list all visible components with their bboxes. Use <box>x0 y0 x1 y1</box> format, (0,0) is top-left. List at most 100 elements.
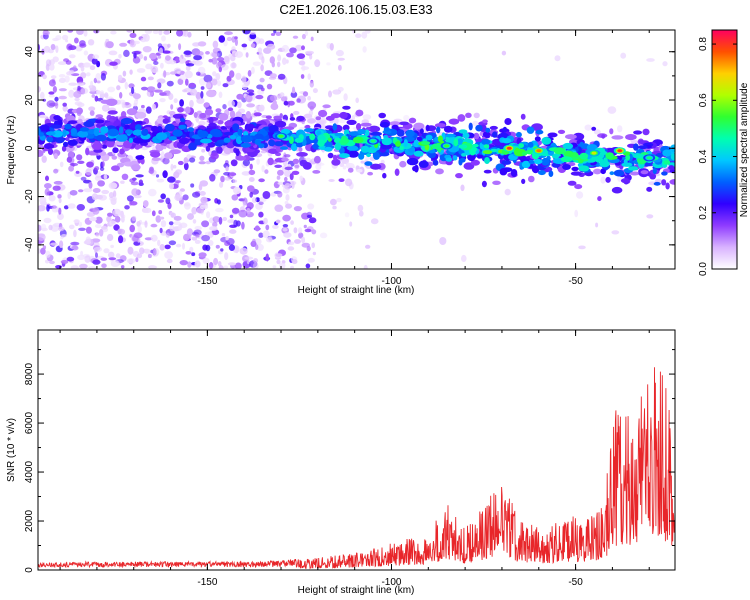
heatmap-ridge-cell <box>229 110 236 118</box>
heatmap-ridge-cell <box>399 121 409 126</box>
heatmap-ridge-cell <box>115 141 125 146</box>
heatmap-ridge-cell <box>586 144 598 151</box>
heatmap-ridge-cell <box>164 152 173 159</box>
heatmap-ridge-cell <box>484 157 490 164</box>
heatmap-noise-cell <box>69 54 76 59</box>
heatmap-noise-cell <box>173 215 182 221</box>
heatmap-noise-cell <box>289 173 294 181</box>
heatmap-noise-cell <box>41 155 47 163</box>
heatmap-noise-cell <box>160 220 167 228</box>
heatmap-ridge-cell <box>211 131 223 138</box>
heatmap-noise-cell <box>182 194 189 201</box>
heatmap-noise-cell <box>595 222 599 228</box>
heatmap-noise-cell <box>80 89 86 95</box>
heatmap-noise-cell <box>144 220 148 228</box>
heatmap-ridge-cell <box>625 134 637 141</box>
heatmap-ridge-cell <box>204 108 214 116</box>
heatmap-noise-cell <box>242 83 248 90</box>
heatmap-noise-cell <box>335 49 344 57</box>
heatmap-noise-cell <box>355 165 360 170</box>
heatmap-noise-cell <box>279 92 285 98</box>
heatmap-ridge-cell <box>89 110 95 116</box>
heatmap-ridge-cell <box>502 138 512 144</box>
heatmap-noise-cell <box>307 73 311 80</box>
heatmap-noise-cell <box>137 225 142 234</box>
heatmap-ridge-cell <box>436 126 441 134</box>
heatmap-noise-cell <box>46 100 56 108</box>
heatmap-noise-cell <box>277 54 282 62</box>
heatmap-noise-cell <box>183 50 193 56</box>
heatmap-ridge-cell <box>50 124 62 129</box>
heatmap-noise-cell <box>216 199 221 205</box>
heatmap-ridge-cell <box>611 186 623 194</box>
heatmap-ridge-cell <box>541 137 552 145</box>
heatmap-noise-cell <box>115 253 121 259</box>
heatmap-noise-cell <box>98 194 107 201</box>
heatmap-noise-cell <box>355 97 360 104</box>
heatmap-noise-cell <box>617 125 623 133</box>
heatmap-noise-cell <box>148 265 158 269</box>
heatmap-ridge-cell <box>96 134 107 142</box>
heatmap-ridge-cell <box>302 162 312 170</box>
heatmap-ridge-cell <box>331 158 341 166</box>
x-tick-label: -100 <box>381 577 401 588</box>
heatmap-ridge-cell <box>600 150 608 155</box>
heatmap-noise-cell <box>67 203 76 209</box>
heatmap-noise-cell <box>169 224 175 232</box>
heatmap-ridge-cell <box>208 116 214 125</box>
heatmap-noise-cell <box>132 40 140 45</box>
snr-series-line <box>38 367 675 570</box>
heatmap-ridge-cell <box>200 138 212 144</box>
heatmap-noise-cell <box>198 252 207 258</box>
heatmap-noise-cell <box>40 223 47 232</box>
heatmap-noise-cell <box>110 244 114 249</box>
heatmap-ridge-cell <box>38 149 44 157</box>
heatmap-noise-cell <box>248 92 255 96</box>
heatmap-noise-cell <box>282 57 287 65</box>
heatmap-noise-cell <box>309 105 314 111</box>
heatmap-noise-cell <box>210 152 219 160</box>
heatmap-noise-cell <box>209 226 218 231</box>
x-tick-label: -50 <box>568 577 583 588</box>
heatmap-ridge-cell <box>406 157 419 166</box>
heatmap-noise-cell <box>95 252 98 258</box>
heatmap-noise-cell <box>288 241 295 246</box>
heatmap-noise-cell <box>76 154 83 161</box>
heatmap-ridge-cell <box>501 160 512 165</box>
heatmap-ridge-cell <box>499 168 508 176</box>
x-tick-label: -100 <box>381 276 401 287</box>
heatmap-noise-cell <box>195 51 204 56</box>
heatmap-noise-cell <box>295 44 303 52</box>
heatmap-noise-cell <box>117 228 123 234</box>
heatmap-noise-cell <box>203 74 213 83</box>
heatmap-ridge-cell <box>553 147 566 155</box>
heatmap-noise-cell <box>196 71 201 76</box>
heatmap-noise-cell <box>146 86 156 93</box>
heatmap-ridge-cell <box>600 168 606 175</box>
heatmap-noise-cell <box>170 71 177 75</box>
colorbar-tick-label: 0.6 <box>698 93 709 107</box>
heatmap-ridge-cell <box>327 152 334 159</box>
heatmap-ridge-cell <box>274 120 287 128</box>
heatmap-ridge-cell <box>119 148 125 155</box>
heatmap-ridge-cell <box>560 156 573 163</box>
heatmap-ridge-cell <box>235 136 243 145</box>
heatmap-noise-cell <box>145 106 152 114</box>
x-tick-label: -50 <box>568 276 583 287</box>
heatmap-ridge-cell <box>399 145 404 151</box>
heatmap-ridge-cell <box>425 134 433 141</box>
heatmap-noise-cell <box>280 96 288 102</box>
heatmap-ridge-cell <box>53 153 58 160</box>
heatmap-ridge-cell <box>93 128 100 137</box>
bottom-plot-frame <box>37 329 676 571</box>
heatmap-noise-cell <box>157 239 161 247</box>
heatmap-ridge-cell <box>572 132 585 141</box>
heatmap-noise-cell <box>52 185 61 191</box>
heatmap-ridge-cell <box>481 139 491 145</box>
heatmap-noise-cell <box>250 43 256 48</box>
heatmap-noise-cell <box>192 191 201 198</box>
heatmap-noise-cell <box>195 233 200 238</box>
heatmap-noise-cell <box>148 167 155 175</box>
heatmap-ridge-cell <box>296 142 304 148</box>
heatmap-ridge-cell <box>371 146 380 151</box>
